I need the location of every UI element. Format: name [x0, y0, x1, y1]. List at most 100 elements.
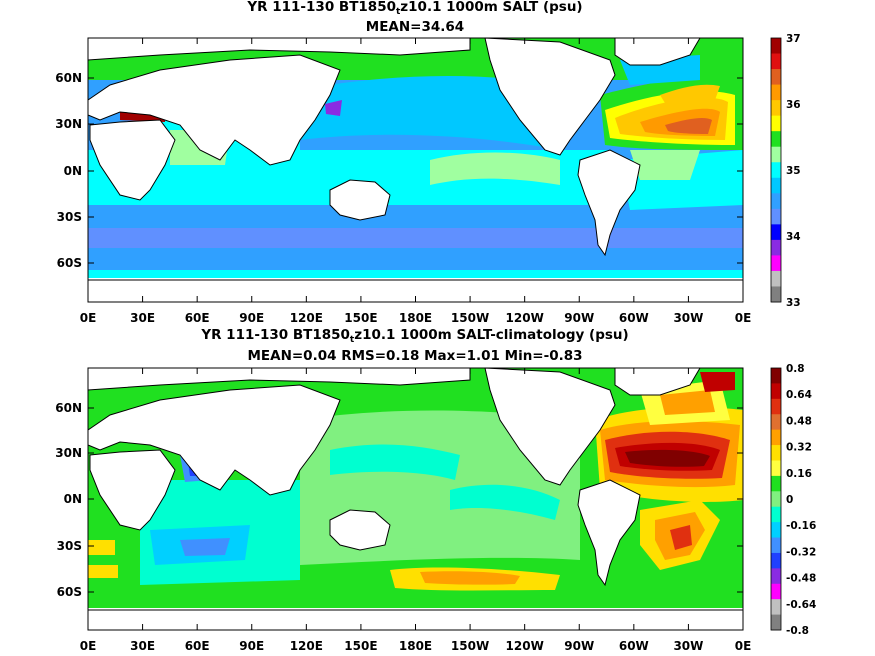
colorbar-swatch — [771, 84, 781, 101]
y-tick-label: 60N — [55, 71, 82, 85]
colorbar-label: -0.64 — [786, 599, 816, 611]
y-tick-label: 30S — [57, 210, 82, 224]
map-panel-anomaly: 0E 30E 60E 90E 120E 150E 180E 150W 120W 90W 60W 30W… — [55, 363, 816, 653]
colorbar-swatch — [771, 177, 781, 194]
colorbar-swatch — [771, 537, 781, 554]
colorbar-swatch — [771, 368, 781, 384]
colorbar-label: 33 — [786, 297, 801, 309]
x-tick-label: 60W — [619, 639, 649, 653]
x-tick-label: 150E — [344, 639, 377, 653]
x-tick-label: 0E — [80, 639, 97, 653]
colorbar-label: 34 — [786, 231, 801, 243]
colorbar-label: 0.48 — [786, 415, 812, 427]
x-axis-top: 0E 30E 60E 90E 120E 150E 180E 150W 120W 90W 60W 30W… — [80, 38, 752, 325]
colorbar-label: 35 — [786, 165, 801, 177]
x-tick-label: 30W — [673, 311, 703, 325]
y-tick-label: 60S — [57, 256, 82, 270]
colorbar-swatch — [771, 398, 781, 415]
x-tick-label: 60E — [185, 311, 210, 325]
x-tick-label: 90W — [564, 639, 594, 653]
x-tick-label: 90W — [564, 311, 594, 325]
colorbar-swatch — [771, 53, 781, 70]
chart-stats-bottom: MEAN=0.04 RMS=0.18 Max=1.01 Min=-0.83 — [247, 348, 583, 364]
colorbar-frame — [770, 367, 782, 631]
colorbar-frame — [770, 37, 782, 303]
colorbar-label: -0.32 — [786, 546, 816, 558]
colorbar-top: 37 36 35 34 33 — [770, 33, 801, 309]
x-tick-label: 30E — [130, 311, 155, 325]
colorbar-swatch — [771, 146, 781, 163]
y-tick-label: 0N — [64, 164, 82, 178]
y-tick-label: 30N — [55, 446, 82, 460]
colorbar-swatch — [771, 552, 781, 569]
x-tick-label: 150W — [451, 639, 489, 653]
colorbar-swatch — [771, 599, 781, 616]
x-tick-label: 150W — [451, 311, 489, 325]
land-mask-top — [87, 37, 744, 303]
colorbar-label: 37 — [786, 33, 801, 45]
colorbar-swatch — [771, 286, 781, 303]
colorbar-swatch — [771, 445, 781, 461]
x-tick-label: 120W — [506, 639, 544, 653]
colorbar-label: 0.64 — [786, 389, 812, 401]
colorbar-swatch — [771, 239, 781, 256]
colorbar-swatch — [771, 38, 781, 55]
colorbar-swatch — [771, 131, 781, 148]
colorbar-swatch — [771, 270, 781, 287]
colorbar-swatch — [771, 614, 781, 631]
colorbar-bottom: 0.8 0.64 0.48 0.32 0.16 0 -0.16 -0.32 -0.48 -0.64… — [770, 363, 816, 637]
x-tick-label: 120W — [506, 311, 544, 325]
colorbar-swatch — [771, 193, 781, 210]
colorbar-swatch — [771, 522, 781, 539]
colorbar-swatch — [771, 383, 781, 400]
colorbar-label: -0.16 — [786, 520, 816, 532]
x-tick-label: 30E — [130, 639, 155, 653]
colorbar-label: 0.16 — [786, 468, 812, 480]
colorbar-label: -0.48 — [786, 573, 816, 585]
x-tick-label: 150E — [344, 311, 377, 325]
y-tick-label: 0N — [64, 492, 82, 506]
colorbar-label: 36 — [786, 99, 801, 111]
colorbar-label: 0.8 — [786, 363, 805, 375]
colorbar-swatch — [771, 491, 781, 508]
colorbar-swatch — [771, 69, 781, 86]
x-tick-label: 30W — [673, 639, 703, 653]
x-tick-label: 0E — [735, 639, 752, 653]
colorbar-swatch — [771, 475, 781, 492]
map-panel-salt: 0E 30E 60E 90E 120E 150E 180E 150W 120W 90W 60W 30W… — [55, 33, 800, 325]
x-tick-label: 60E — [185, 639, 210, 653]
x-tick-label: 60W — [619, 311, 649, 325]
colorbar-swatch — [771, 162, 781, 179]
x-tick-label: 90E — [239, 311, 264, 325]
colorbar-label: -0.8 — [786, 625, 809, 637]
x-tick-label: 0E — [80, 311, 97, 325]
chart-title-bottom: YR 111-130 BT1850tz10.1 1000m SALT-clima… — [201, 327, 629, 345]
colorbar-swatch — [771, 583, 781, 600]
colorbar-swatch — [771, 460, 781, 477]
y-axis-bottom: 60N 30N 0N 30S 60S — [55, 401, 743, 599]
y-axis-top: 60N 30N 0N 30S 60S — [55, 71, 743, 270]
chart-stats-top: MEAN=34.64 — [365, 19, 465, 35]
y-tick-label: 30S — [57, 539, 82, 553]
x-tick-label: 0E — [735, 311, 752, 325]
x-tick-label: 180E — [399, 639, 432, 653]
x-tick-label: 120E — [290, 311, 323, 325]
colorbar-swatch — [771, 255, 781, 272]
colorbar-swatch — [771, 208, 781, 225]
colorbar-swatch — [771, 224, 781, 241]
colorbar-label: 0.32 — [786, 442, 812, 454]
x-axis-bottom: 0E 30E 60E 90E 120E 150E 180E 150W 120W 90W 60W 30W… — [80, 368, 752, 653]
chart-title-top: YR 111-130 BT1850tz10.1 1000m SALT (psu) — [247, 0, 583, 17]
x-tick-label: 180E — [399, 311, 432, 325]
y-tick-label: 60S — [57, 585, 82, 599]
colorbar-swatch — [771, 429, 781, 446]
x-tick-label: 120E — [290, 639, 323, 653]
colorbar-swatch — [771, 100, 781, 117]
colorbar-label: 0 — [786, 494, 793, 506]
y-tick-label: 30N — [55, 117, 82, 131]
y-tick-label: 60N — [55, 401, 82, 415]
colorbar-swatch — [771, 568, 781, 585]
colorbar-swatch — [771, 414, 781, 431]
x-tick-label: 90E — [239, 639, 264, 653]
